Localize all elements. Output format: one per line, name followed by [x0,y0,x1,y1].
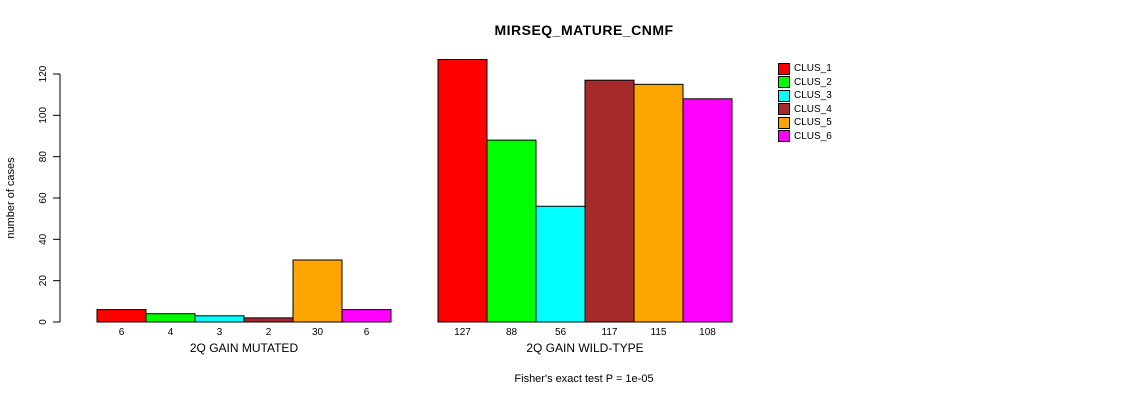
bar-clus_3-group1 [194,315,245,323]
bar-value-label: 6 [364,327,370,338]
legend-swatch [778,116,790,129]
group-label: 2Q GAIN WILD-TYPE [526,341,643,355]
bar-value-label: 117 [602,327,618,338]
bar-clus_4-group1 [243,317,294,323]
bar-clus_6-group1 [341,309,392,323]
bar-clus_2-group1 [145,313,196,323]
group-label: 2Q GAIN MUTATED [190,341,299,355]
legend-item: CLUS_2 [778,76,832,89]
fisher-test-caption: Fisher's exact test P = 1e-05 [514,373,654,385]
legend: CLUS_1 CLUS_2 CLUS_3 CLUS_4 CLUS_5 CLUS_6 [778,62,832,143]
bar-clus_4-group2 [584,79,635,323]
bar-value-label: 56 [555,327,567,338]
legend-item: CLUS_5 [778,116,832,129]
y-tick-label: 60 [38,192,49,204]
bar-clus_5-group2 [633,83,684,323]
legend-item: CLUS_6 [778,130,832,143]
y-tick-label: 80 [38,151,49,163]
bar-clus_5-group1 [292,259,343,323]
legend-item: CLUS_1 [778,62,832,75]
legend-swatch [778,89,790,102]
bar-value-label: 108 [699,327,716,338]
y-tick-label: 100 [38,107,49,124]
legend-label: CLUS_5 [794,117,832,128]
bar-value-label: 88 [506,327,518,338]
legend-swatch [778,130,790,142]
y-axis-title: number of cases [5,157,17,239]
legend-label: CLUS_6 [794,130,832,142]
y-tick-label: 0 [38,319,49,325]
bar-clus_2-group2 [486,139,537,323]
y-tick-label: 20 [38,275,49,287]
legend-label: CLUS_4 [794,103,832,115]
bar-value-label: 6 [119,327,125,338]
bar-value-label: 2 [266,327,272,338]
y-tick-label: 120 [38,65,49,82]
bar-value-label: 4 [168,327,174,338]
legend-label: CLUS_1 [794,63,832,74]
bar-value-label: 115 [651,327,667,338]
y-tick-label: 40 [38,233,49,245]
legend-swatch [778,103,790,115]
legend-label: CLUS_3 [794,90,832,101]
legend-swatch [778,62,790,75]
legend-swatch [778,76,790,88]
legend-label: CLUS_2 [794,76,832,88]
bar-value-label: 3 [217,327,223,338]
bar-clus_3-group2 [535,205,586,323]
bar-clus_1-group1 [96,309,147,323]
bar-value-label: 30 [312,327,324,338]
chart-title: MIRSEQ_MATURE_CNMF [494,22,674,38]
bar-value-label: 127 [454,327,471,338]
bar-clus_1-group2 [437,59,488,323]
legend-item: CLUS_4 [778,103,832,116]
bar-clus_6-group2 [682,98,733,323]
legend-item: CLUS_3 [778,89,832,102]
